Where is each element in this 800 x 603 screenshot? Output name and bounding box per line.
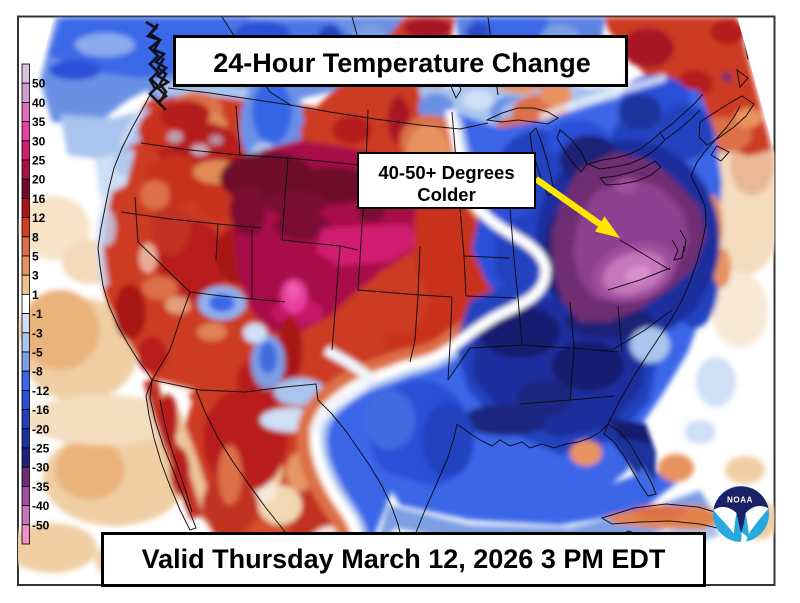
svg-text:-25: -25 xyxy=(32,442,50,456)
svg-text:8: 8 xyxy=(32,230,39,244)
svg-text:5: 5 xyxy=(32,250,39,264)
svg-text:-35: -35 xyxy=(32,480,50,494)
svg-text:-1: -1 xyxy=(32,307,43,321)
svg-text:3: 3 xyxy=(32,269,39,283)
svg-text:-50: -50 xyxy=(32,518,50,532)
svg-text:16: 16 xyxy=(32,192,46,206)
svg-text:50: 50 xyxy=(32,77,46,91)
svg-text:1: 1 xyxy=(32,288,39,302)
svg-text:12: 12 xyxy=(32,211,46,225)
svg-text:-40: -40 xyxy=(32,499,50,513)
svg-text:-20: -20 xyxy=(32,422,50,436)
svg-text:-8: -8 xyxy=(32,365,43,379)
svg-text:-3: -3 xyxy=(32,326,43,340)
svg-text:40: 40 xyxy=(32,96,46,110)
svg-text:35: 35 xyxy=(32,115,46,129)
svg-text:20: 20 xyxy=(32,173,46,187)
svg-text:25: 25 xyxy=(32,154,46,168)
svg-text:-5: -5 xyxy=(32,346,43,360)
svg-text:30: 30 xyxy=(32,134,46,148)
svg-text:-16: -16 xyxy=(32,403,50,417)
svg-text:-30: -30 xyxy=(32,461,50,475)
svg-text:-12: -12 xyxy=(32,384,50,398)
svg-text:NOAA: NOAA xyxy=(727,496,753,505)
